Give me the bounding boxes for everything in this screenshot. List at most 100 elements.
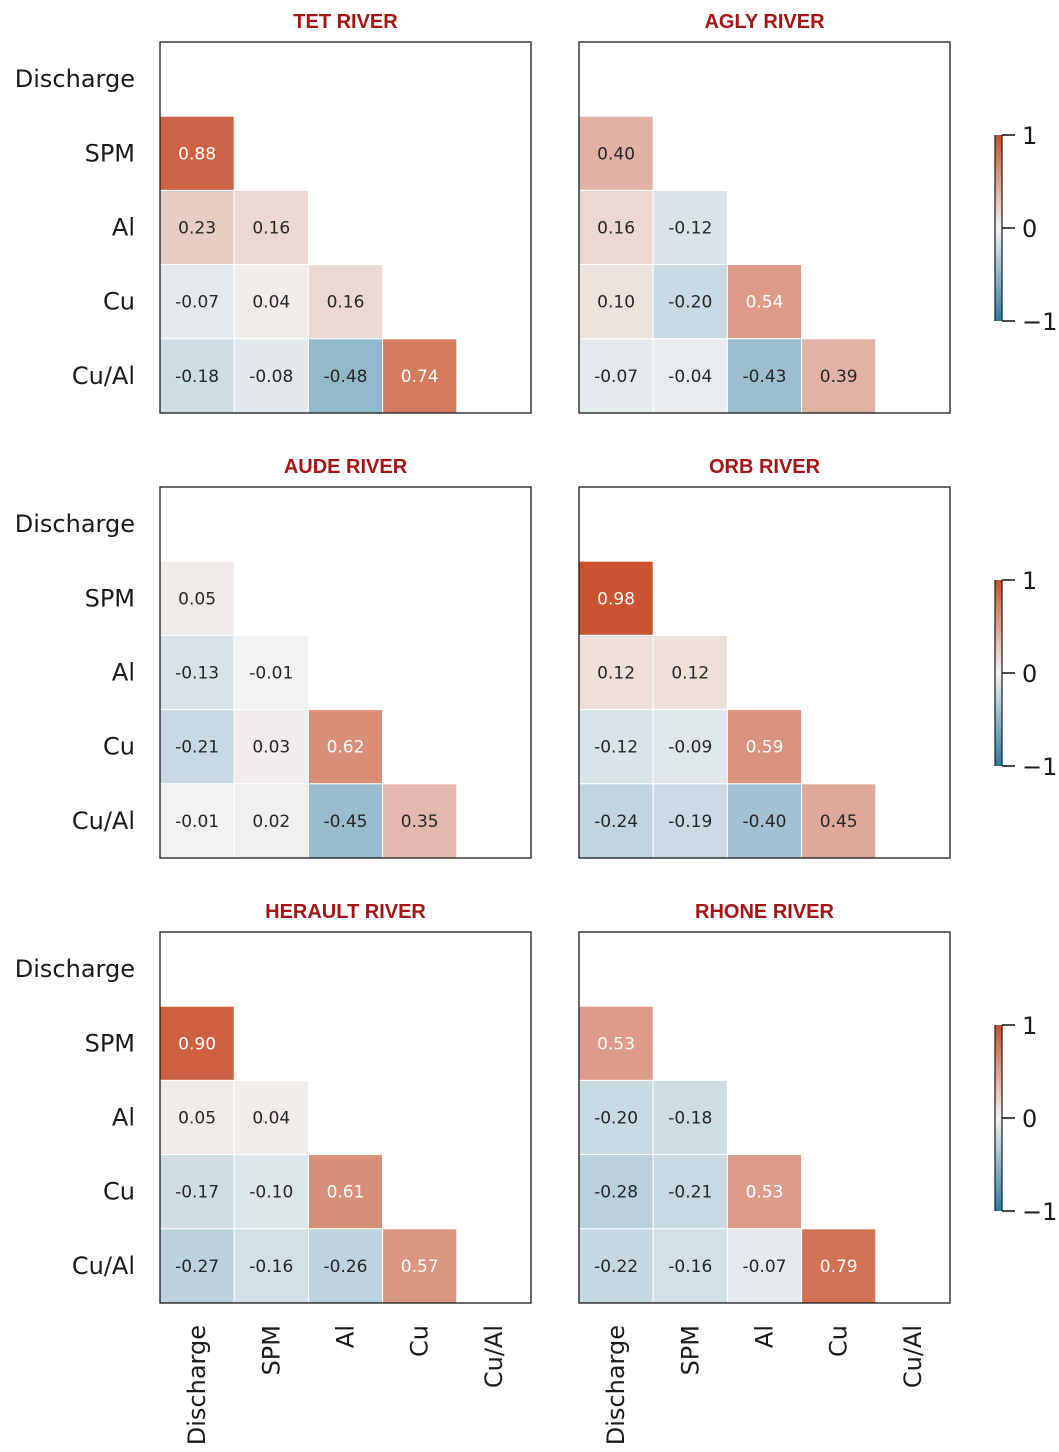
- heatmap-cell: [578, 189, 654, 266]
- heatmap-cell: [726, 338, 803, 414]
- cell-value-label: -0.21: [175, 738, 219, 758]
- cell-value-label: 0.05: [178, 589, 216, 609]
- heatmap-cell: [726, 1154, 803, 1230]
- row-label: Al: [112, 214, 135, 242]
- cell-value-label: 0.23: [178, 219, 216, 239]
- cell-value-label: 0.98: [597, 589, 635, 609]
- cell-value-label: -0.21: [668, 1183, 712, 1203]
- cell-value-label: 0.03: [252, 738, 290, 758]
- row-label: Discharge: [15, 65, 135, 93]
- colorbar-tick-label: −1: [1022, 1198, 1057, 1226]
- panel-frame: [159, 41, 532, 414]
- cell-value-label: 0.02: [252, 812, 290, 832]
- cell-value-label: -0.28: [594, 1183, 638, 1203]
- colorbar-tick-label: 1: [1022, 1012, 1037, 1040]
- cell-value-label: -0.01: [175, 812, 219, 832]
- column-label: SPM: [676, 1325, 704, 1375]
- panel-title: AUDE RIVER: [284, 456, 408, 478]
- heatmap-cell: [652, 783, 728, 859]
- cell-value-label: 0.79: [820, 1257, 858, 1277]
- heatmap-cell: [307, 1228, 384, 1304]
- cell-value-label: 0.04: [252, 293, 290, 313]
- heatmap-cell: [578, 1154, 654, 1230]
- panel-title: TET RIVER: [293, 11, 398, 33]
- colorbar: 1 0 −1: [994, 122, 1057, 336]
- cell-value-label: -0.10: [249, 1183, 293, 1203]
- panel-frame: [578, 41, 951, 414]
- cell-value-label: -0.17: [175, 1183, 219, 1203]
- panel-frame: [159, 486, 532, 859]
- heatmap-cell: [233, 338, 309, 414]
- cell-value-label: -0.12: [594, 738, 638, 758]
- colorbar: 1 0 −1: [994, 567, 1057, 781]
- column-label: Cu: [825, 1325, 853, 1357]
- colorbar-tick-label: 1: [1022, 567, 1037, 595]
- cell-value-label: 0.12: [671, 664, 709, 684]
- heatmap-cell: [233, 189, 309, 266]
- cell-value-label: -0.12: [668, 219, 712, 239]
- heatmap-cell: [307, 783, 384, 859]
- heatmap-cell: [307, 1154, 384, 1230]
- row-label: SPM: [85, 584, 135, 612]
- heatmap-cell: [307, 264, 384, 340]
- heatmap-cell: [159, 264, 235, 340]
- cell-value-label: -0.24: [594, 812, 638, 832]
- cell-value-label: -0.07: [743, 1257, 787, 1277]
- heatmap-cell: [159, 783, 235, 859]
- cell-value-label: -0.45: [324, 812, 368, 832]
- heatmap-cell: [578, 783, 654, 859]
- heatmap-cell: [233, 1154, 309, 1230]
- cell-value-label: 0.04: [252, 1109, 290, 1129]
- heatmap-cell: [578, 115, 654, 191]
- cell-value-label: 0.53: [597, 1034, 635, 1054]
- cell-value-label: 0.35: [401, 812, 439, 832]
- colorbar-tick-label: −1: [1022, 308, 1057, 336]
- cell-value-label: -0.16: [668, 1257, 712, 1277]
- cell-value-label: 0.39: [820, 367, 858, 387]
- heatmap-cell: [233, 264, 309, 340]
- cell-value-label: -0.08: [249, 367, 293, 387]
- row-label: Cu/Al: [72, 807, 135, 835]
- heatmap-cell: [159, 560, 235, 636]
- cell-value-label: 0.59: [746, 738, 784, 758]
- colorbar-tick-label: 0: [1022, 215, 1037, 243]
- colorbar: 1 0 −1: [994, 1012, 1057, 1226]
- cell-value-label: 0.57: [401, 1257, 439, 1277]
- heatmap-cell: [578, 264, 654, 340]
- heatmap-cell: [726, 264, 803, 340]
- column-label: Discharge: [183, 1325, 211, 1445]
- heatmap-cell: [652, 1154, 728, 1230]
- cell-value-label: 0.12: [597, 664, 635, 684]
- cell-value-label: -0.07: [594, 367, 638, 387]
- row-label: Al: [112, 659, 135, 687]
- heatmap-cell: [233, 709, 309, 785]
- row-label: Cu: [103, 288, 135, 316]
- cell-value-label: 0.53: [746, 1183, 784, 1203]
- cell-value-label: -0.09: [668, 738, 712, 758]
- panel-frame: [159, 931, 532, 1304]
- heatmap-cell: [382, 1228, 458, 1304]
- heatmap-cell: [382, 338, 458, 414]
- panel-title: HERAULT RIVER: [265, 901, 426, 923]
- cell-value-label: -0.20: [594, 1109, 638, 1129]
- panel-title: AGLY RIVER: [704, 11, 825, 33]
- row-label: Cu: [103, 733, 135, 761]
- cell-value-label: -0.16: [249, 1257, 293, 1277]
- cell-value-label: 0.54: [746, 293, 784, 313]
- column-label: Cu/Al: [480, 1325, 508, 1388]
- row-label: Cu/Al: [72, 362, 135, 390]
- row-label: Discharge: [15, 510, 135, 538]
- cell-value-label: -0.19: [668, 812, 712, 832]
- cell-value-label: -0.43: [743, 367, 787, 387]
- cell-value-label: -0.48: [324, 367, 368, 387]
- cell-value-label: -0.27: [175, 1257, 219, 1277]
- heatmap-cell: [801, 338, 877, 414]
- cell-value-label: 0.05: [178, 1109, 216, 1129]
- cell-value-label: 0.10: [597, 293, 635, 313]
- heatmap-cell: [652, 338, 728, 414]
- colorbar-tick-label: −1: [1022, 753, 1057, 781]
- column-label: Cu/Al: [899, 1325, 927, 1388]
- cell-value-label: 0.62: [327, 738, 365, 758]
- cell-value-label: 0.61: [327, 1183, 365, 1203]
